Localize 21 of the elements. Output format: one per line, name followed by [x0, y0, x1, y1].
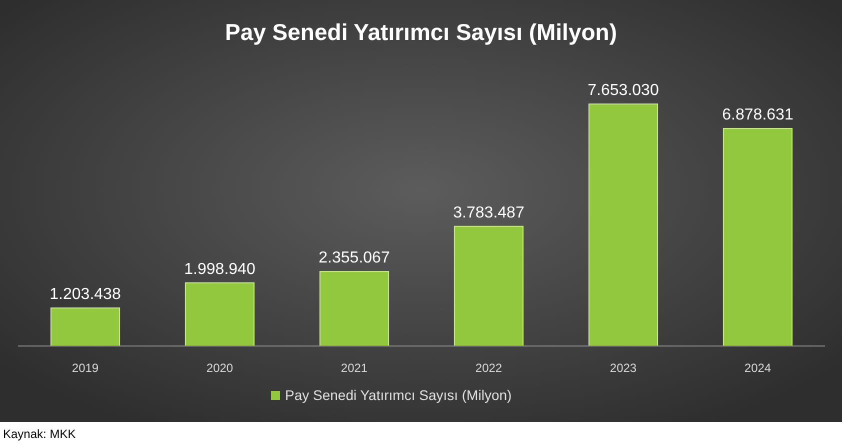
data-label: 1.203.438: [50, 286, 121, 303]
chart-title: Pay Senedi Yatırımcı Sayısı (Milyon): [224, 19, 618, 45]
x-tick-label: 2022: [475, 361, 502, 375]
x-tick-label: 2023: [610, 361, 637, 375]
bar: [722, 128, 793, 346]
bar: [588, 104, 658, 346]
x-tick-label: 2020: [206, 361, 234, 375]
data-label: 1.998.940: [184, 260, 256, 278]
data-label: 3.783.487: [453, 204, 524, 222]
text: Pay Senedi Yatırımcı Sayısı (Milyon): [285, 387, 512, 403]
x-tick-label: 2024: [744, 361, 772, 375]
bar: [319, 271, 390, 346]
data-label: 2.355.067: [318, 250, 390, 267]
x-tick-label: 2021: [340, 361, 368, 375]
text: Kaynak: MKK: [3, 427, 76, 441]
data-label: 6.878.631: [722, 106, 794, 124]
bar: [454, 226, 524, 346]
bar: [50, 307, 120, 346]
data-label: 7.653.030: [588, 82, 659, 99]
bar: [184, 282, 255, 346]
x-tick-label: 2019: [72, 361, 99, 375]
